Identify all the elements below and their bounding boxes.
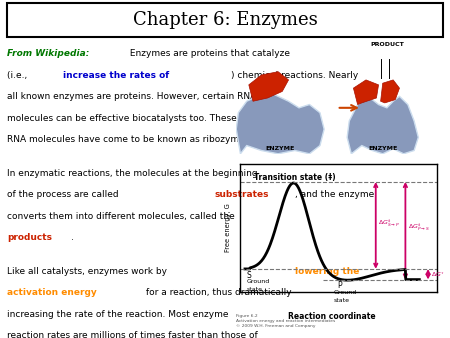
Text: of the process are called: of the process are called (7, 190, 122, 199)
Text: reaction rates are millions of times faster than those of: reaction rates are millions of times fas… (7, 332, 258, 338)
Polygon shape (381, 80, 400, 103)
Text: state: state (247, 287, 263, 292)
Text: state: state (334, 298, 350, 303)
Text: increase the rates of: increase the rates of (63, 71, 169, 80)
Polygon shape (353, 80, 378, 104)
Text: ENZYME: ENZYME (368, 146, 397, 151)
Text: Free energy, G: Free energy, G (225, 204, 230, 252)
FancyArrowPatch shape (404, 184, 407, 277)
Text: substrates: substrates (215, 190, 269, 199)
Text: $\Delta G^{\circ}$: $\Delta G^{\circ}$ (431, 270, 444, 279)
Polygon shape (249, 72, 288, 101)
Text: for a reaction, thus dramatically: for a reaction, thus dramatically (143, 288, 292, 297)
FancyArrowPatch shape (427, 271, 430, 277)
Text: increasing the rate of the reaction. Most enzyme: increasing the rate of the reaction. Mos… (7, 310, 229, 319)
Text: Enzymes are proteins that catalyze: Enzymes are proteins that catalyze (127, 49, 290, 58)
Text: Figure 6.2
Activation energy and reaction intermediates
© 2009 W.H. Freeman and : Figure 6.2 Activation energy and reactio… (236, 314, 336, 328)
Text: In enzymatic reactions, the molecules at the beginning: In enzymatic reactions, the molecules at… (7, 169, 258, 178)
Text: all known enzymes are proteins. However, certain RNA: all known enzymes are proteins. However,… (7, 92, 256, 101)
Text: Reaction coordinate: Reaction coordinate (288, 312, 376, 320)
Text: converts them into different molecules, called the: converts them into different molecules, … (7, 212, 235, 221)
Text: molecules can be effective biocatalysts too. These: molecules can be effective biocatalysts … (7, 114, 237, 123)
Text: Like all catalysts, enzymes work by: Like all catalysts, enzymes work by (7, 267, 170, 276)
Text: Ground: Ground (334, 290, 357, 294)
FancyBboxPatch shape (7, 3, 443, 37)
Text: Ground: Ground (247, 279, 270, 284)
Text: products: products (7, 234, 52, 242)
Text: Chapter 6: Enzymes: Chapter 6: Enzymes (133, 11, 317, 29)
Text: Transition state (‡): Transition state (‡) (254, 173, 335, 182)
FancyArrowPatch shape (374, 184, 378, 267)
Text: .: . (71, 234, 74, 242)
Text: ENZYME: ENZYME (266, 146, 295, 151)
Text: P: P (338, 281, 342, 290)
Text: PRODUCT: PRODUCT (370, 42, 404, 47)
Text: , and the enzyme: , and the enzyme (295, 190, 374, 199)
Polygon shape (347, 96, 418, 154)
Text: RNA molecules have come to be known as ribozymes.: RNA molecules have come to be known as r… (7, 136, 252, 144)
Text: From Wikipedia:: From Wikipedia: (7, 49, 90, 58)
Text: ) chemical reactions. Nearly: ) chemical reactions. Nearly (231, 71, 358, 80)
Polygon shape (236, 91, 324, 154)
Text: lowering the: lowering the (295, 267, 359, 276)
Text: activation energy: activation energy (7, 288, 97, 297)
Text: $\Delta G^{\ddagger}_{S\rightarrow P}$: $\Delta G^{\ddagger}_{S\rightarrow P}$ (378, 218, 400, 230)
Text: (i.e.,: (i.e., (7, 71, 30, 80)
Text: $\Delta G^{\ddagger}_{P\rightarrow S}$: $\Delta G^{\ddagger}_{P\rightarrow S}$ (408, 221, 430, 233)
Text: S: S (247, 271, 252, 280)
